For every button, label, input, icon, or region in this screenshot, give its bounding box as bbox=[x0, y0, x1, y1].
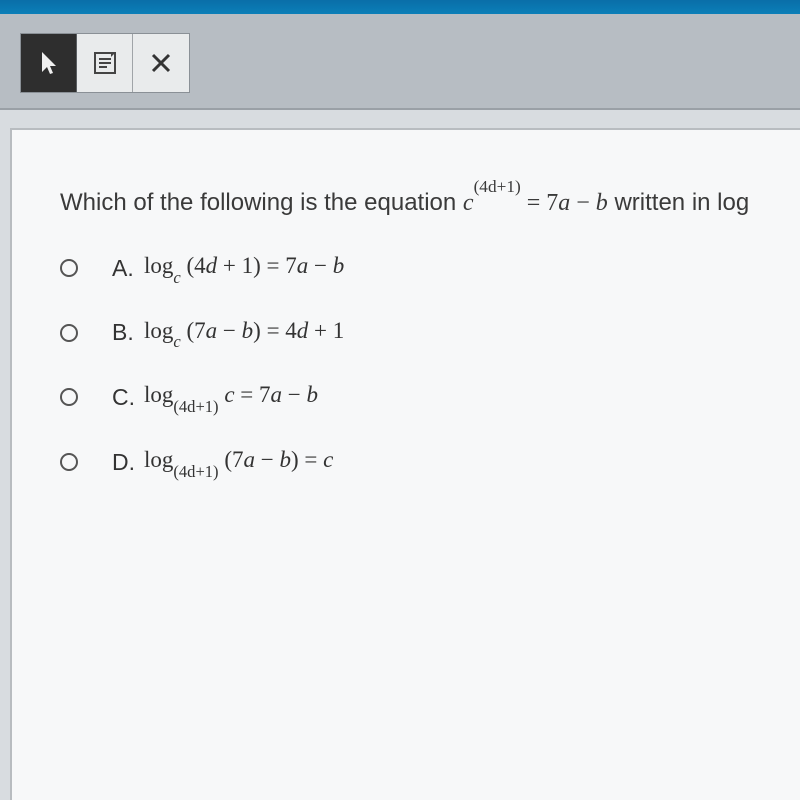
option-a[interactable]: A. logc (4d + 1) = 7a − b bbox=[60, 253, 800, 284]
option-letter: D. bbox=[112, 449, 144, 476]
question-suffix: written in log bbox=[608, 189, 749, 216]
option-d[interactable]: D. log(4d+1) (7a − b) = c bbox=[60, 447, 800, 478]
cursor-svg bbox=[39, 50, 59, 76]
option-math: logc (7a − b) = 4d + 1 bbox=[144, 318, 344, 349]
question-equation: c(4d+1) = 7a − b bbox=[463, 190, 608, 216]
radio-c[interactable] bbox=[60, 388, 78, 406]
option-b[interactable]: B. logc (7a − b) = 4d + 1 bbox=[60, 318, 800, 349]
option-letter: B. bbox=[112, 319, 144, 346]
close-svg bbox=[150, 52, 172, 74]
window-top-bar bbox=[0, 0, 800, 14]
option-math: logc (4d + 1) = 7a − b bbox=[144, 253, 344, 284]
question-text: Which of the following is the equation c… bbox=[60, 186, 800, 217]
option-math: log(4d+1) (7a − b) = c bbox=[144, 447, 333, 478]
question-panel: Which of the following is the equation c… bbox=[10, 128, 800, 800]
option-letter: A. bbox=[112, 255, 144, 282]
toolbar bbox=[0, 14, 800, 110]
options-list: A. logc (4d + 1) = 7a − b B. logc (7a − … bbox=[60, 253, 800, 477]
note-icon[interactable] bbox=[77, 34, 133, 92]
radio-b[interactable] bbox=[60, 324, 78, 342]
note-svg bbox=[92, 50, 118, 76]
option-c[interactable]: C. log(4d+1) c = 7a − b bbox=[60, 382, 800, 413]
toolbar-box bbox=[20, 33, 190, 93]
option-math: log(4d+1) c = 7a − b bbox=[144, 382, 318, 413]
radio-a[interactable] bbox=[60, 259, 78, 277]
radio-d[interactable] bbox=[60, 453, 78, 471]
question-prefix: Which of the following is the equation bbox=[60, 189, 463, 216]
close-icon[interactable] bbox=[133, 34, 189, 92]
cursor-icon[interactable] bbox=[21, 34, 77, 92]
option-letter: C. bbox=[112, 384, 144, 411]
